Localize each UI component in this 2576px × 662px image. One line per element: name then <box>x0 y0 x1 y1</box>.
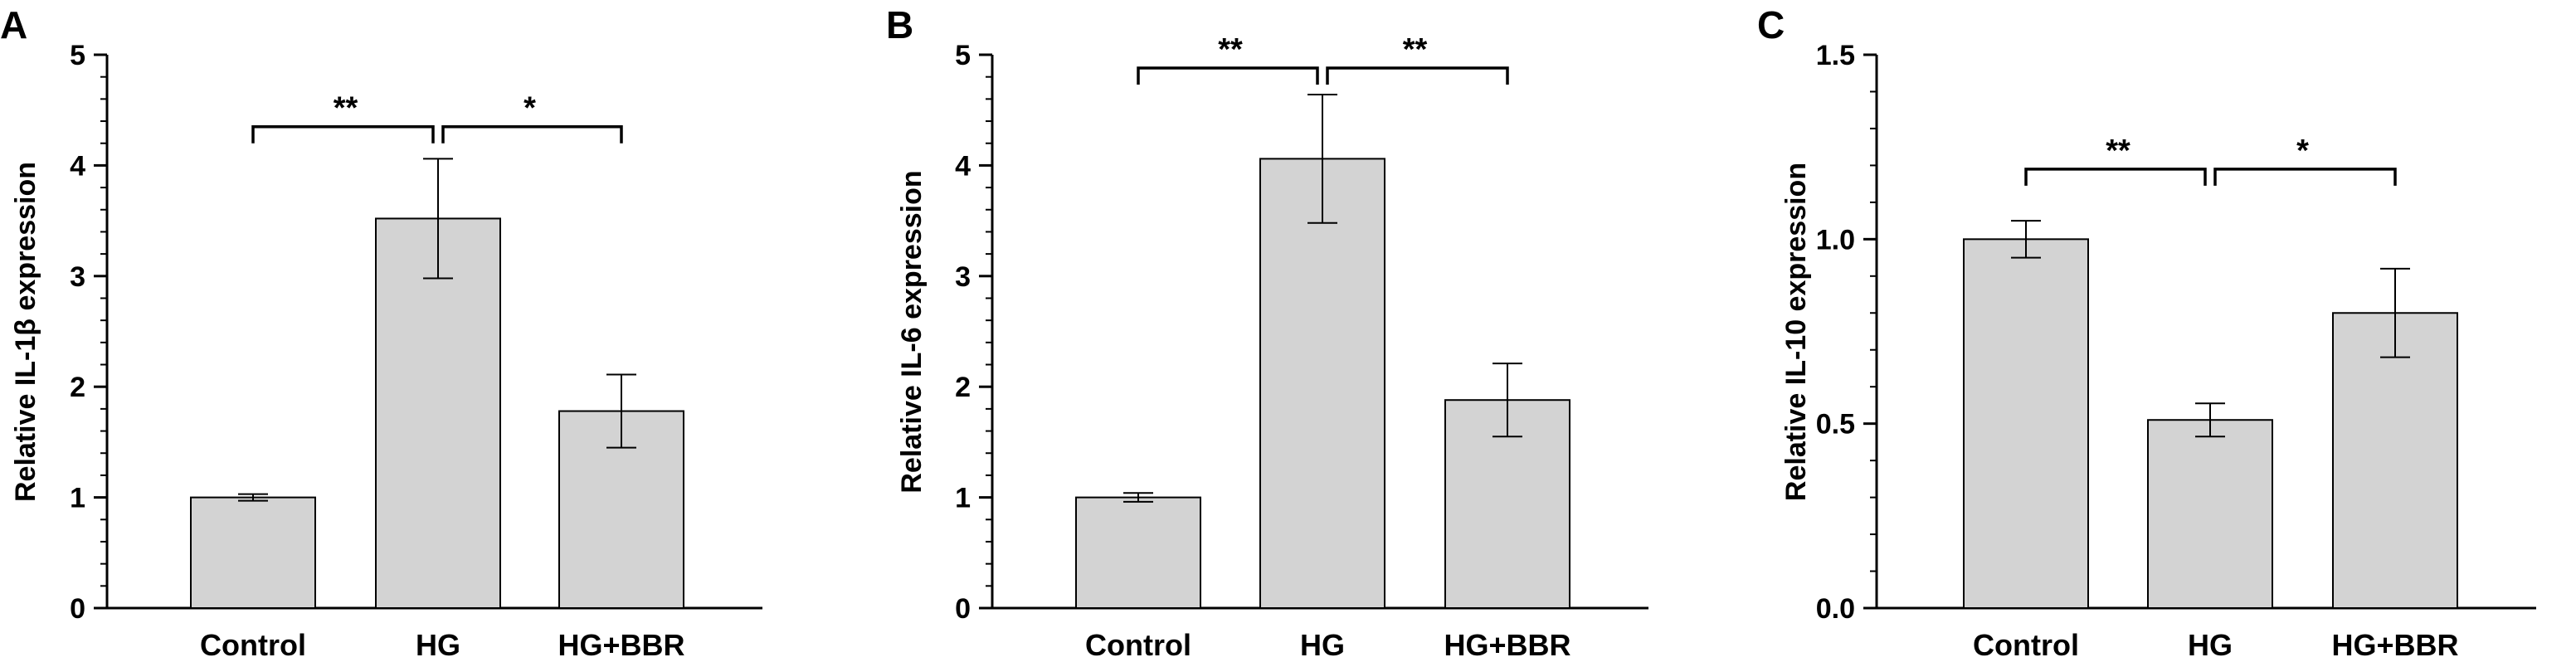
x-tick-label: HG+BBR <box>2331 628 2458 658</box>
y-tick-label: 5 <box>70 40 85 71</box>
significance-label: ** <box>334 91 358 126</box>
y-tick-label: 0.0 <box>1816 593 1855 625</box>
y-tick-label: 1.5 <box>1816 40 1855 71</box>
panel-label-a: A <box>0 3 27 46</box>
bar-hg <box>375 217 501 609</box>
significance-bracket <box>1137 66 1319 85</box>
bar-control <box>190 496 316 609</box>
y-tick-label: 0 <box>70 593 85 625</box>
y-tick-label: 4 <box>955 150 971 182</box>
significance-bracket <box>441 124 623 144</box>
y-tick-label: 5 <box>955 40 971 71</box>
significance-bracket <box>2024 168 2207 186</box>
bar-control <box>1963 238 2089 609</box>
bar-hg-bbr <box>2332 312 2458 609</box>
y-axis-title: Relative IL-10 expression <box>1780 163 1812 501</box>
significance-bracket <box>2213 168 2397 186</box>
x-tick-label: HG <box>416 628 460 658</box>
y-tick-label: 0.5 <box>1816 409 1855 441</box>
significance-label: ** <box>1403 32 1428 67</box>
significance-bracket <box>251 124 435 144</box>
y-tick-label: 1.0 <box>1816 224 1855 256</box>
y-axis-title: Relative IL-6 expression <box>896 170 928 493</box>
significance-bracket <box>1326 66 1509 85</box>
bar-hg <box>2147 419 2273 609</box>
y-tick-label: 3 <box>955 261 971 293</box>
y-tick-label: 1 <box>955 483 971 514</box>
significance-label: ** <box>2106 134 2130 168</box>
bar-control <box>1075 496 1201 609</box>
y-tick-label: 2 <box>70 372 85 403</box>
panel-label-b: B <box>886 3 913 46</box>
x-tick-label: HG+BBR <box>1444 628 1570 658</box>
x-tick-label: Control <box>1973 628 2079 658</box>
significance-label: * <box>523 91 536 126</box>
y-tick-label: 2 <box>955 372 971 403</box>
y-tick-label: 4 <box>70 150 85 182</box>
significance-label: * <box>2296 134 2309 168</box>
y-tick-label: 3 <box>70 261 85 293</box>
y-axis-title: Relative IL-1β expression <box>10 162 41 502</box>
y-tick-label: 1 <box>70 483 85 514</box>
panel-label-c: C <box>1757 3 1785 46</box>
x-tick-label: HG <box>2188 628 2233 658</box>
x-tick-label: HG+BBR <box>558 628 684 658</box>
x-tick-label: HG <box>1300 628 1345 658</box>
bar-hg <box>1259 158 1385 609</box>
significance-label: ** <box>1218 32 1243 67</box>
x-tick-label: Control <box>1085 628 1191 658</box>
x-tick-label: Control <box>200 628 306 658</box>
y-tick-label: 0 <box>955 593 971 625</box>
